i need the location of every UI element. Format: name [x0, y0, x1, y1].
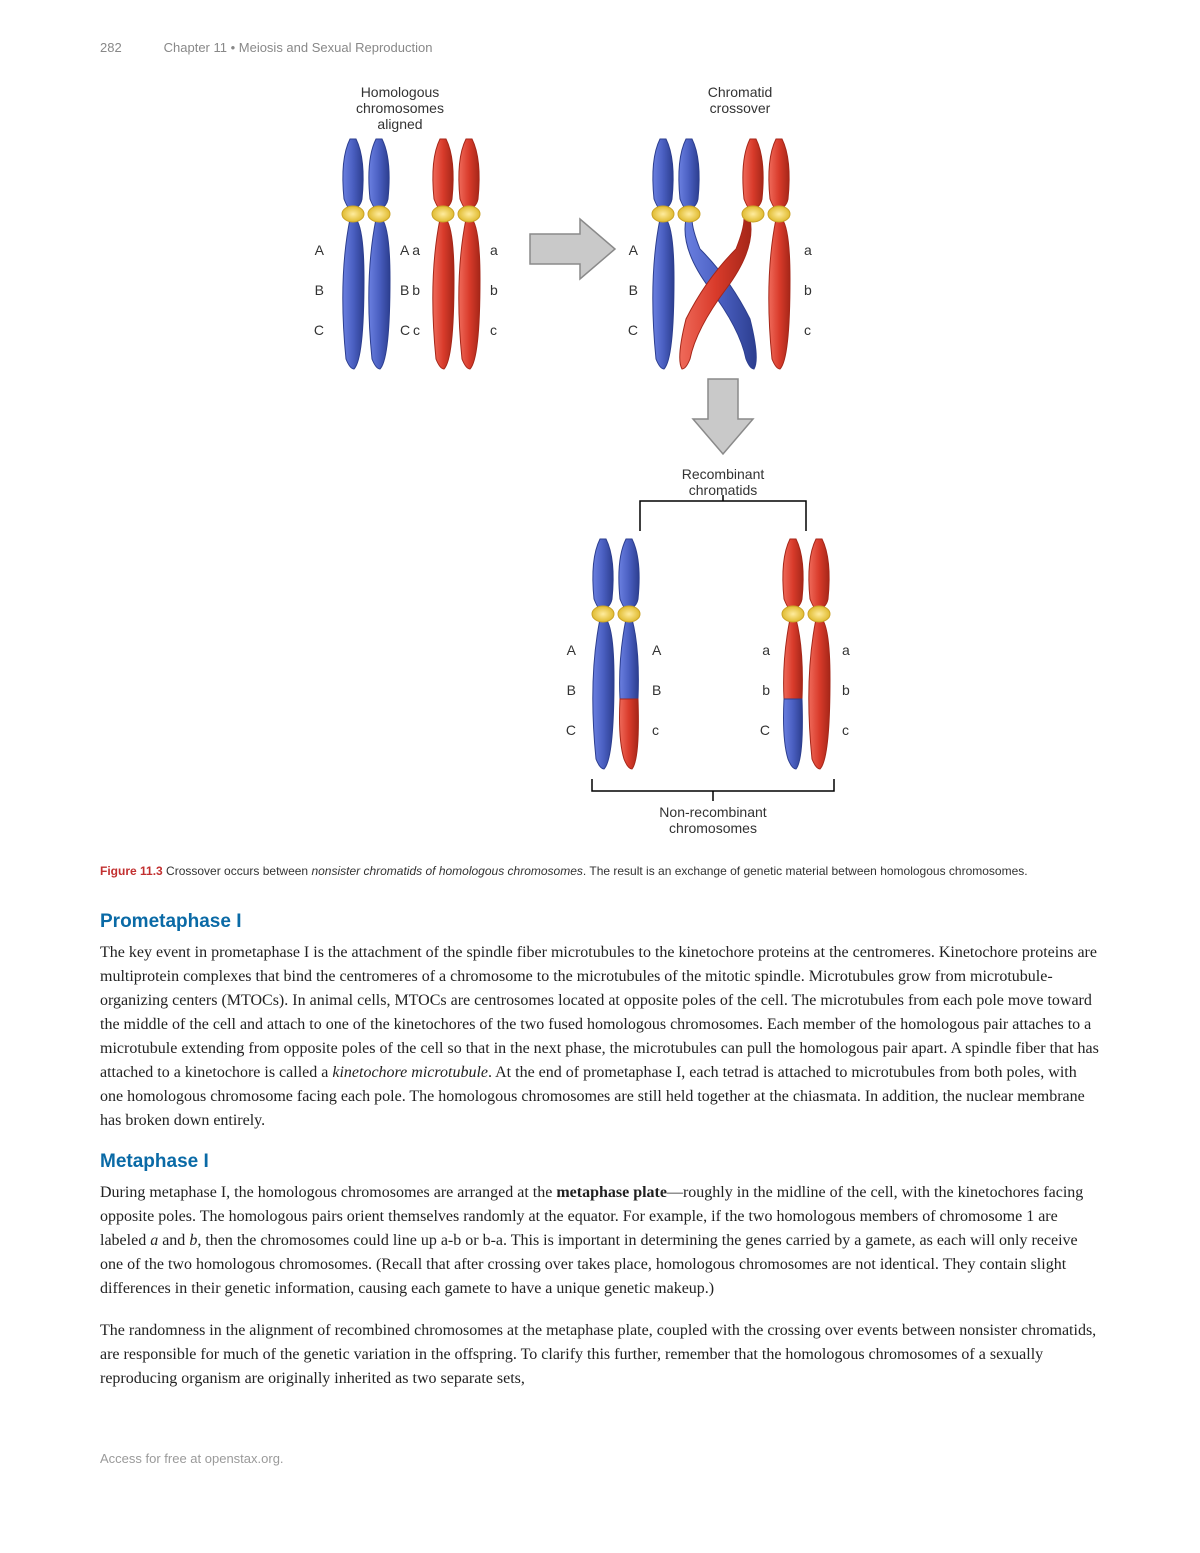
chromosome-red-left: [432, 139, 480, 369]
chromosome-blue-left: [342, 139, 390, 369]
bracket-bottom: [592, 779, 834, 791]
chromosome-crossover: [652, 139, 790, 369]
body-sections: Prometaphase I The key event in prometaph…: [100, 911, 1100, 1391]
svg-text:C: C: [628, 322, 638, 338]
svg-text:B: B: [629, 282, 638, 298]
svg-text:b: b: [490, 282, 498, 298]
svg-text:C: C: [314, 322, 324, 338]
svg-text:b: b: [762, 682, 770, 698]
svg-text:c: c: [804, 322, 811, 338]
crossover-diagram: Homologous chromosomes aligned Chromatid…: [280, 79, 920, 839]
svg-text:B: B: [567, 682, 576, 698]
svg-text:A: A: [629, 242, 639, 258]
label-homologous: Homologous: [361, 84, 440, 100]
figure-11-3: Homologous chromosomes aligned Chromatid…: [280, 79, 920, 839]
section-heading: Prometaphase I: [100, 911, 1100, 933]
svg-text:c: c: [652, 722, 659, 738]
svg-text:A: A: [567, 642, 577, 658]
svg-text:a: a: [804, 242, 812, 258]
svg-text:A: A: [400, 242, 410, 258]
arrow-right-icon: [530, 219, 615, 279]
svg-text:a: a: [842, 642, 850, 658]
page: 282 Chapter 11 • Meiosis and Sexual Repr…: [0, 0, 1200, 1526]
footer-text: Access for free at openstax.org.: [100, 1451, 1100, 1466]
svg-text:chromosomes: chromosomes: [356, 100, 444, 116]
body-paragraph: The randomness in the alignment of recom…: [100, 1319, 1100, 1391]
svg-text:C: C: [760, 722, 770, 738]
svg-text:c: c: [490, 322, 497, 338]
svg-text:B: B: [315, 282, 324, 298]
svg-text:A: A: [315, 242, 325, 258]
svg-text:B: B: [652, 682, 661, 698]
svg-text:C: C: [566, 722, 576, 738]
svg-text:B: B: [400, 282, 409, 298]
arrow-down-icon: [693, 379, 753, 454]
label-crossover: Chromatid: [708, 84, 773, 100]
svg-text:A: A: [652, 642, 662, 658]
svg-text:b: b: [412, 282, 420, 298]
svg-text:c: c: [413, 322, 420, 338]
chapter-header: Chapter 11 • Meiosis and Sexual Reproduc…: [164, 40, 433, 55]
body-paragraph: During metaphase I, the homologous chrom…: [100, 1181, 1100, 1301]
label-nonrecombinant: Non-recombinant: [659, 804, 766, 820]
page-number: 282: [100, 40, 160, 55]
svg-text:b: b: [804, 282, 812, 298]
body-paragraph: The key event in prometaphase I is the a…: [100, 941, 1100, 1133]
chromosome-red-result: [782, 539, 830, 769]
figure-caption: Figure 11.3 Crossover occurs between non…: [100, 859, 1100, 883]
svg-text:aligned: aligned: [377, 116, 422, 132]
svg-text:C: C: [400, 322, 410, 338]
svg-text:a: a: [490, 242, 498, 258]
svg-text:chromosomes: chromosomes: [669, 820, 757, 836]
svg-text:crossover: crossover: [710, 100, 771, 116]
figure-label: Figure 11.3: [100, 864, 163, 878]
svg-text:a: a: [412, 242, 420, 258]
svg-text:b: b: [842, 682, 850, 698]
bracket-top: [640, 501, 806, 511]
label-recombinant: Recombinant: [682, 466, 765, 482]
section-heading: Metaphase I: [100, 1151, 1100, 1173]
running-header: 282 Chapter 11 • Meiosis and Sexual Repr…: [100, 40, 1100, 55]
chromosome-blue-result: [592, 539, 640, 769]
svg-text:a: a: [762, 642, 770, 658]
svg-text:c: c: [842, 722, 849, 738]
